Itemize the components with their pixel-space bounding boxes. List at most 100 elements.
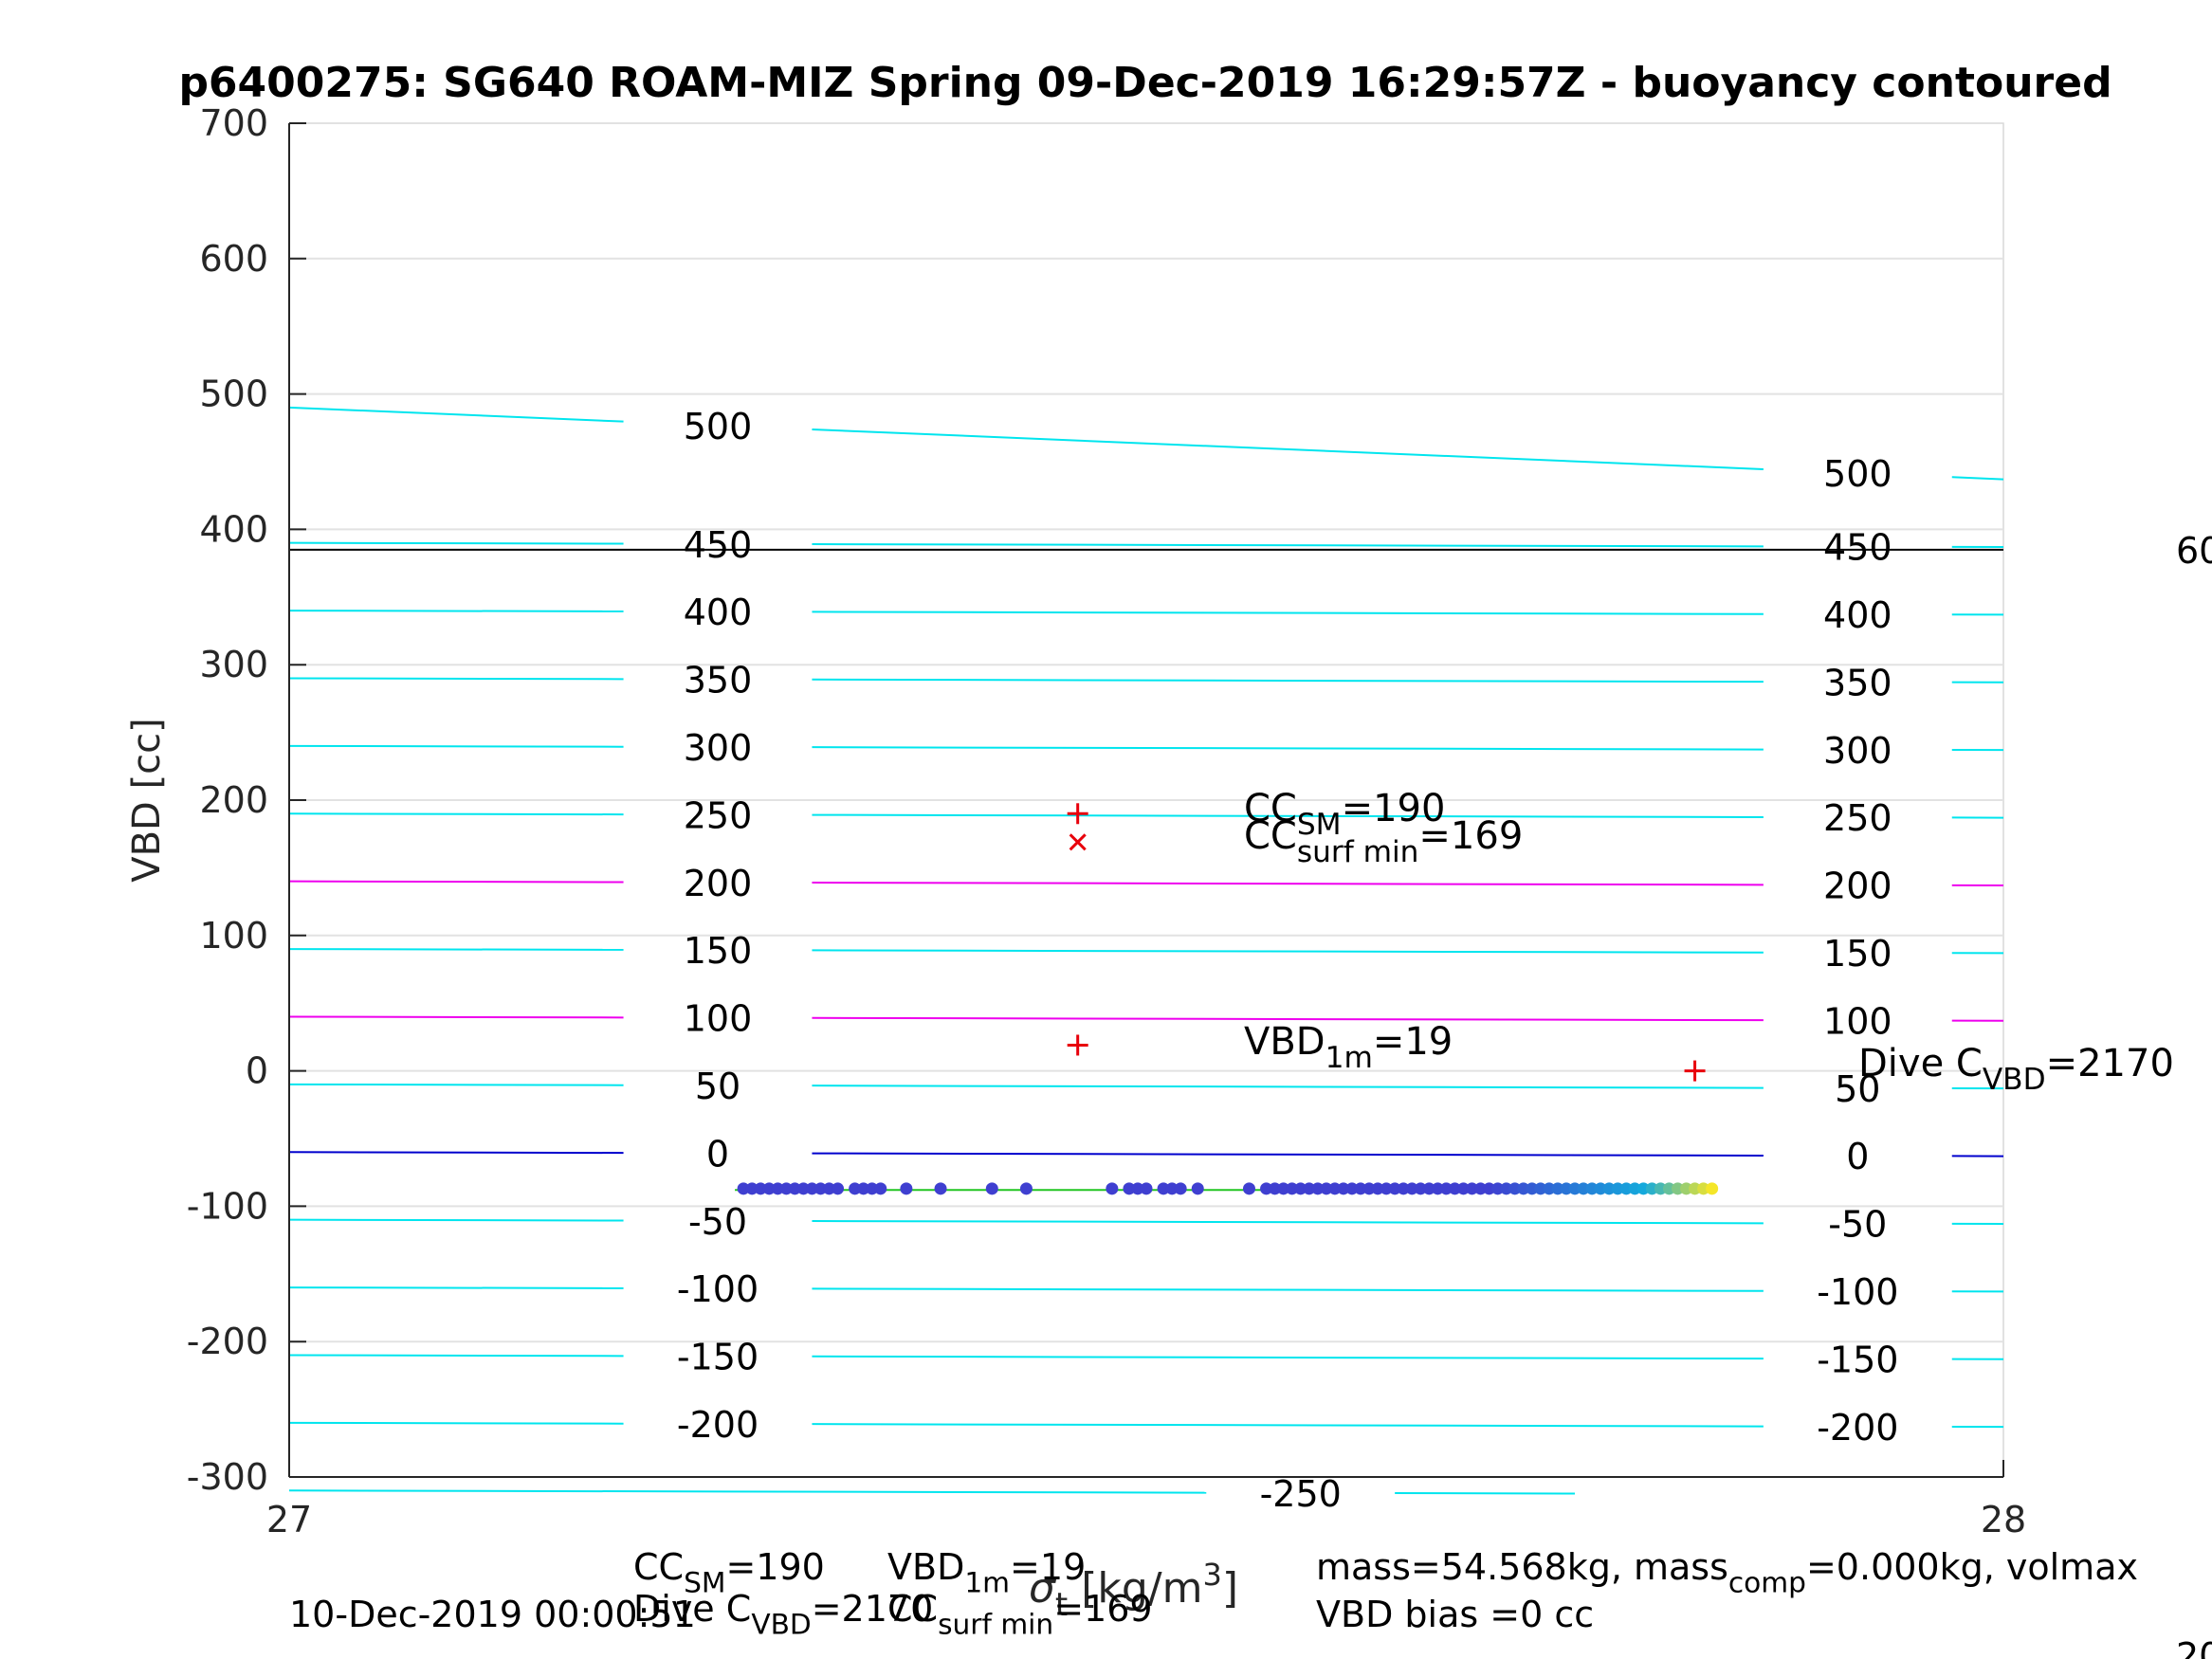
data-point (1157, 1182, 1170, 1195)
y-tick-label: -100 (187, 1185, 268, 1227)
contour-line (812, 542, 1764, 548)
contour-line (812, 881, 1764, 886)
data-point (1354, 1182, 1367, 1195)
data-point (1165, 1182, 1179, 1195)
contour-label: -50 (688, 1201, 747, 1243)
contour-label: 0 (1846, 1136, 1869, 1177)
footer-cc-sm: CCSM=190 (633, 1546, 825, 1598)
data-point (1405, 1182, 1418, 1195)
data-point (832, 1182, 845, 1195)
data-point (1611, 1182, 1624, 1195)
data-point (1619, 1182, 1633, 1195)
contour-label: 450 (684, 524, 753, 566)
contour-label: 0 (706, 1133, 729, 1175)
data-point (1414, 1182, 1427, 1195)
data-point (1337, 1182, 1350, 1195)
contour-line (1951, 476, 2004, 481)
data-point (1543, 1182, 1556, 1195)
contour-line (812, 1219, 1764, 1225)
data-point (1662, 1182, 1675, 1195)
y-tick-label: 300 (199, 644, 268, 685)
data-point (745, 1182, 759, 1195)
data-point (1689, 1182, 1702, 1195)
y-tick-label: -200 (187, 1321, 268, 1362)
data-point (900, 1182, 913, 1195)
contour-line (288, 1354, 624, 1358)
data-point (754, 1182, 767, 1195)
data-point (1491, 1182, 1505, 1195)
contour-label: -100 (677, 1268, 759, 1310)
contour-label: 150 (1823, 933, 1892, 975)
y-tick-label: 600 (199, 238, 268, 280)
contour-label: 100 (684, 998, 753, 1040)
data-point (1019, 1182, 1033, 1195)
data-point (1456, 1182, 1470, 1195)
contour-line (812, 1085, 1764, 1089)
data-point (1303, 1182, 1316, 1195)
contour-line (812, 1423, 1764, 1428)
data-point (874, 1182, 887, 1195)
y-tick-label: 200 (199, 779, 268, 821)
y-axis-label: VBD [cc] (125, 718, 169, 883)
contour-line (288, 1421, 624, 1425)
data-point (1517, 1182, 1530, 1195)
contour-label: -250 (1260, 1473, 1342, 1515)
data-point (1474, 1182, 1488, 1195)
contour-line (288, 812, 624, 816)
data-point (1680, 1182, 1693, 1195)
data-point (1671, 1182, 1684, 1195)
data-point (1397, 1182, 1410, 1195)
contour-label: -200 (677, 1404, 759, 1446)
data-point (1551, 1182, 1564, 1195)
chart-title: p6400275: SG640 ROAM-MIZ Spring 09-Dec-2… (178, 59, 2111, 107)
label-vbd-1m: VBD1m=19 (1244, 1020, 1453, 1075)
contour-line (288, 406, 624, 423)
data-point (1328, 1182, 1342, 1195)
y-tick-label: 500 (199, 374, 268, 415)
data-point (1577, 1182, 1590, 1195)
contour-label: 50 (695, 1066, 740, 1107)
contour-line (812, 1287, 1764, 1292)
contour-line (812, 746, 1764, 751)
data-point (857, 1182, 870, 1195)
data-point (823, 1182, 836, 1195)
footer-vbd-bias: VBD bias =0 cc (1316, 1594, 1594, 1635)
data-point (866, 1182, 879, 1195)
y-tick-label: 100 (199, 915, 268, 957)
data-point (1123, 1182, 1136, 1195)
contour-label: 450 (1823, 527, 1892, 569)
label-dive-c-vbd: Dive CVBD=2170 (1858, 1042, 2174, 1097)
data-point (796, 1182, 810, 1195)
data-point (985, 1182, 998, 1195)
contour-line (288, 541, 624, 545)
data-point (1602, 1182, 1616, 1195)
data-point (805, 1182, 818, 1195)
data-point (1560, 1182, 1573, 1195)
data-point (737, 1182, 750, 1195)
data-point (1636, 1182, 1650, 1195)
contour-label: -100 (1817, 1271, 1898, 1313)
data-point (1594, 1182, 1607, 1195)
label-cc-sm: CCSM=190 (1244, 787, 1445, 842)
contour-label: 250 (1823, 797, 1892, 839)
data-point (1706, 1182, 1719, 1195)
contour-label: 50 (1835, 1068, 1880, 1110)
contour-label: 200 (1823, 866, 1892, 907)
data-point (1388, 1182, 1401, 1195)
contour-line (288, 1286, 624, 1289)
label-cc-surf-min: CCsurf min=169 (1244, 814, 1523, 869)
data-point (1534, 1182, 1547, 1195)
data-point (788, 1182, 801, 1195)
data-point (1131, 1182, 1144, 1195)
contour-label: -150 (677, 1337, 759, 1378)
contour-label: 500 (1823, 453, 1892, 495)
data-point (1174, 1182, 1187, 1195)
contour-line (812, 949, 1764, 954)
data-point (1269, 1182, 1282, 1195)
y-tick-label: 400 (199, 508, 268, 550)
data-point (1345, 1182, 1359, 1195)
